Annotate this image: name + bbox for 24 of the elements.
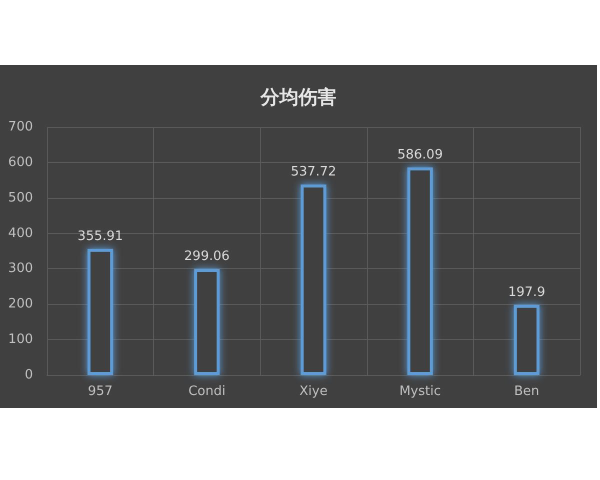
data-label: 197.9 xyxy=(508,284,546,300)
y-tick-label: 600 xyxy=(8,154,33,170)
bar xyxy=(88,248,114,375)
x-tick-label: Ben xyxy=(514,384,540,399)
data-label: 299.06 xyxy=(184,249,230,264)
x-tick-label: Xiye xyxy=(299,384,328,399)
y-tick-label: 300 xyxy=(8,261,33,276)
y-tick-label: 400 xyxy=(8,226,33,241)
x-tick-label: Mystic xyxy=(399,384,441,399)
data-label: 355.91 xyxy=(78,228,124,244)
bar xyxy=(407,167,433,375)
bar xyxy=(514,304,540,375)
x-tick-label: Condi xyxy=(188,384,226,399)
data-label: 537.72 xyxy=(290,164,336,180)
data-label: 586.09 xyxy=(397,147,443,162)
bar xyxy=(194,269,220,375)
y-tick-label: 0 xyxy=(24,368,33,382)
bar xyxy=(300,184,326,375)
chart-title: 分均伤害 xyxy=(260,86,336,108)
y-tick-label: 100 xyxy=(8,332,33,348)
x-tick-label: 957 xyxy=(88,384,113,399)
y-tick-label: 200 xyxy=(8,296,33,312)
y-tick-label: 500 xyxy=(8,190,33,206)
y-tick-label: 700 xyxy=(8,120,33,134)
